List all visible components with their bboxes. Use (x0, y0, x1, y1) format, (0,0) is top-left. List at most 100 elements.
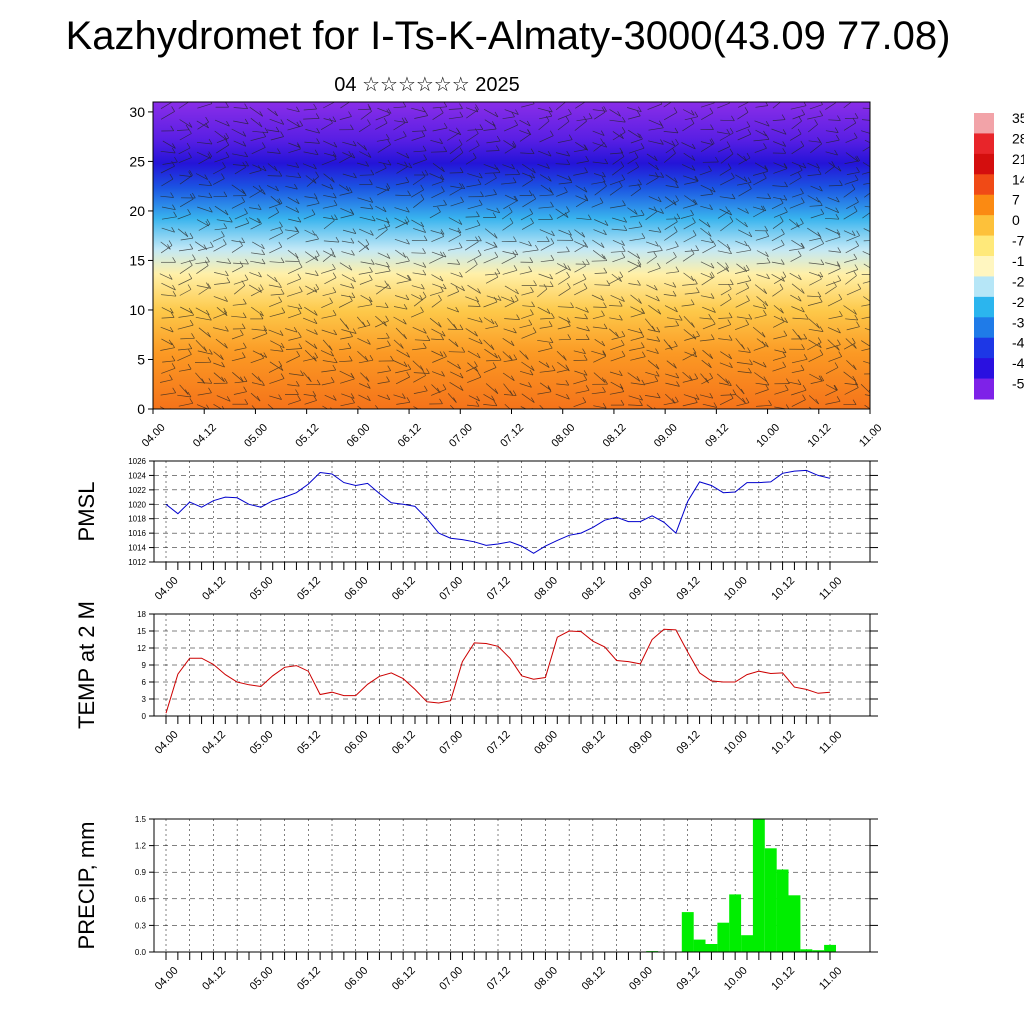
wind-barb (233, 285, 246, 295)
wind-barb (646, 349, 659, 354)
wind-barb-feather (345, 186, 350, 192)
wind-barb-feather (352, 328, 357, 334)
wind-barb-feather (838, 294, 843, 300)
wind-barb-feather (740, 388, 745, 395)
wind-barb-feather (258, 287, 262, 293)
wind-barb-feather (641, 233, 646, 239)
wind-barb (716, 373, 729, 384)
colorbar-label: -35 (1012, 314, 1024, 330)
wind-barb (630, 356, 646, 361)
wind-barb (666, 317, 683, 321)
wind-barb-feather (674, 306, 678, 313)
wind-barb-feather (797, 379, 802, 385)
wind-barb (161, 206, 176, 211)
wind-barb (269, 261, 285, 264)
wind-barb (684, 335, 700, 341)
wind-barb (393, 122, 406, 131)
y-tick-label: 20 (129, 203, 145, 219)
wind-barb-feather (565, 364, 570, 370)
wind-barb (285, 175, 301, 179)
colorbar-label: -56 (1012, 376, 1024, 392)
wind-barb-feather (329, 117, 333, 124)
wind-barb-feather (350, 283, 355, 289)
wind-barb-feather (300, 370, 304, 376)
wind-barb (753, 346, 766, 351)
wind-barb (845, 245, 859, 254)
wind-barb-feather (407, 275, 412, 281)
wind-barb (216, 395, 231, 402)
wind-barb-feather (403, 333, 408, 340)
wind-barb-feather (837, 166, 842, 172)
wind-barb (648, 140, 664, 145)
wind-barb (861, 119, 870, 121)
wind-barb (792, 317, 809, 320)
wind-barb-feather (478, 199, 483, 205)
wind-barb (630, 312, 645, 318)
wind-barb-feather (746, 121, 751, 127)
x-tick-label: 08.00 (532, 729, 560, 757)
wind-barb (484, 194, 497, 197)
wind-barb-feather (173, 211, 177, 217)
wind-barb (249, 272, 262, 278)
wind-barb-feather (275, 207, 280, 213)
wind-barb (251, 382, 265, 386)
wind-barb-feather (801, 109, 806, 115)
wind-barb-feather (477, 179, 482, 185)
wind-barb-feather (259, 111, 264, 117)
wind-barb (861, 304, 870, 307)
wind-barb (627, 250, 640, 259)
wind-barb-feather (420, 306, 424, 312)
wind-barb (288, 142, 301, 148)
x-tick-label: 06.12 (390, 729, 418, 757)
wind-barb-feather (313, 163, 317, 170)
wind-barb-feather (477, 249, 482, 256)
wind-barb-feather (244, 103, 248, 109)
wind-barb (700, 193, 713, 196)
wind-barb-feather (731, 172, 735, 178)
wind-barb (393, 339, 404, 349)
wind-barb-feather (512, 251, 517, 257)
wind-barb-feather (551, 365, 556, 371)
wind-barb-feather (640, 143, 645, 149)
wind-barb-feather (208, 180, 212, 186)
wind-barb-feather (209, 241, 214, 247)
wind-barb (412, 272, 426, 276)
wind-barb (863, 240, 870, 242)
wind-barb-feather (837, 247, 842, 253)
wind-barb (684, 292, 700, 295)
wind-barb-feather (474, 331, 478, 337)
wind-barb (648, 174, 664, 178)
wind-barb (519, 130, 532, 136)
wind-barb-feather (621, 350, 626, 357)
wind-barb-feather (421, 171, 426, 177)
wind-barb (269, 232, 283, 240)
wind-barb (269, 361, 284, 371)
wind-barb (286, 164, 299, 168)
wind-barb-feather (208, 378, 213, 384)
x-tick-label: 11.00 (817, 575, 844, 602)
wind-barb (702, 323, 716, 330)
wind-barb (216, 307, 228, 316)
wind-barb (521, 291, 534, 296)
precip-bar (752, 819, 765, 952)
wind-barb-feather (298, 286, 303, 292)
wind-barb (394, 207, 410, 213)
wind-barb (519, 324, 532, 329)
wind-barb-feather (493, 189, 497, 195)
wind-barb (702, 306, 716, 313)
wind-barb (630, 138, 643, 144)
wind-barb (466, 404, 480, 407)
wind-barb-feather (690, 118, 695, 124)
wind-barb-feather (384, 280, 389, 286)
wind-barb (645, 294, 660, 302)
wind-barb-feather (476, 301, 481, 307)
wind-barb (266, 274, 278, 283)
wind-barb-feather (275, 126, 280, 133)
wind-barb (449, 187, 463, 196)
wind-barb-feather (385, 134, 390, 140)
wind-barb (483, 367, 497, 374)
wind-barb-feather (746, 295, 750, 301)
wind-barb (394, 249, 407, 258)
wind-barb (358, 244, 370, 253)
data-line (165, 469, 831, 554)
